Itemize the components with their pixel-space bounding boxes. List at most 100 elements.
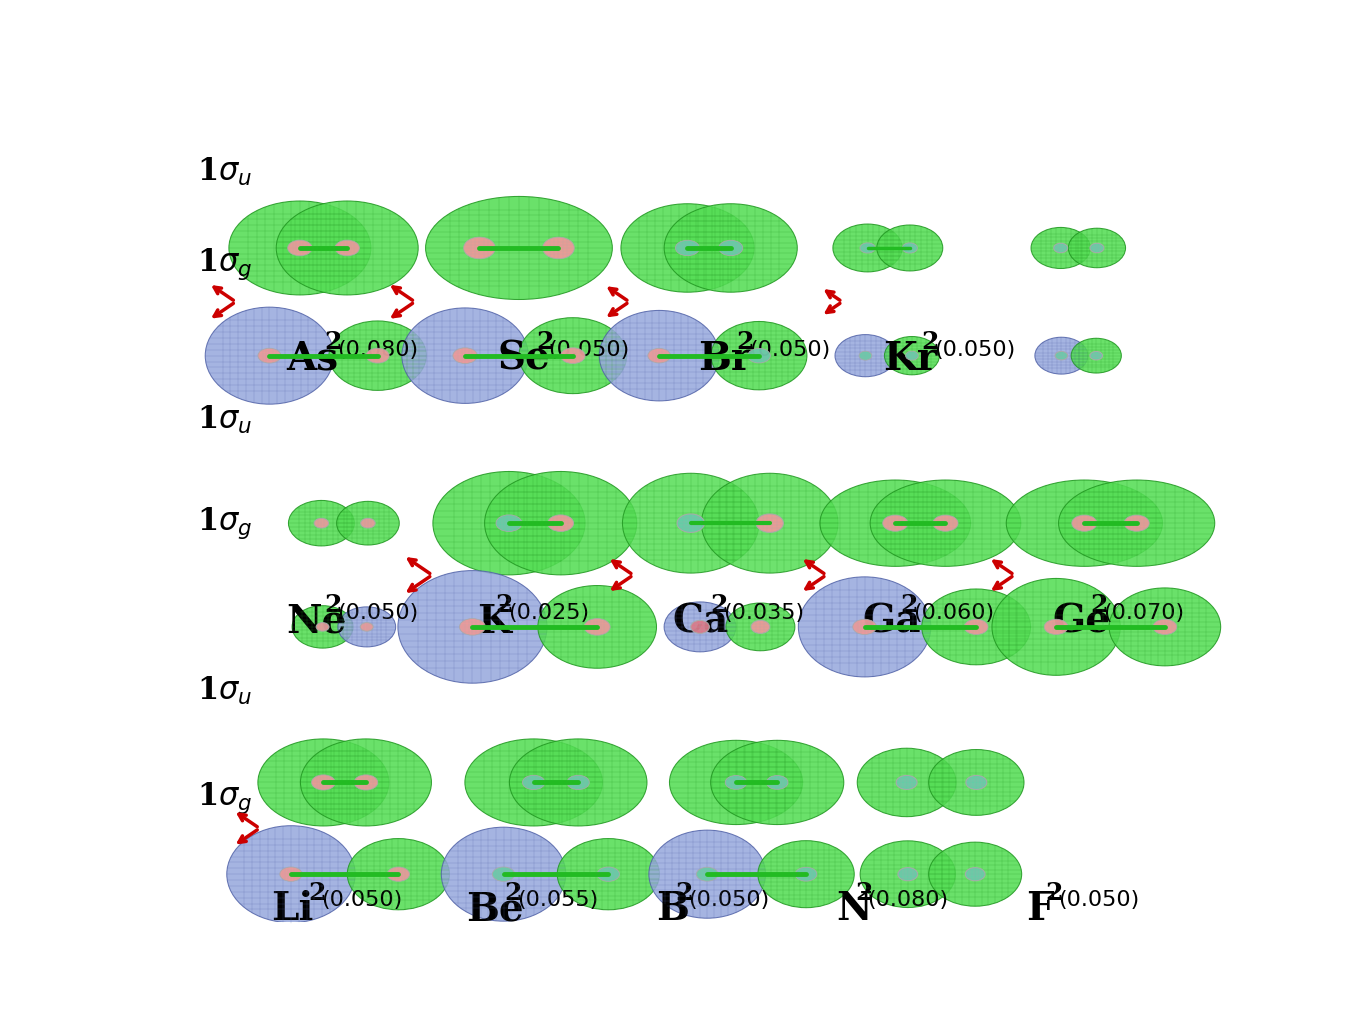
Text: (0.055): (0.055) — [517, 890, 598, 911]
Ellipse shape — [496, 515, 522, 531]
Ellipse shape — [292, 606, 353, 649]
Text: (0.050): (0.050) — [934, 340, 1015, 359]
Ellipse shape — [387, 867, 409, 882]
Text: 2: 2 — [504, 881, 522, 904]
Text: Ge: Ge — [1052, 603, 1111, 641]
Text: 1$\sigma_u$: 1$\sigma_u$ — [196, 156, 252, 189]
Ellipse shape — [898, 867, 917, 881]
Ellipse shape — [928, 842, 1022, 906]
Ellipse shape — [288, 240, 312, 256]
Text: (0.050): (0.050) — [548, 340, 630, 359]
Text: 1$\sigma_u$: 1$\sigma_u$ — [196, 403, 252, 435]
Ellipse shape — [453, 348, 477, 364]
Text: (0.080): (0.080) — [868, 890, 949, 911]
Ellipse shape — [1030, 228, 1090, 268]
Ellipse shape — [748, 348, 770, 363]
Ellipse shape — [367, 348, 388, 363]
Text: (0.025): (0.025) — [508, 603, 590, 623]
Text: 1$\sigma_g$: 1$\sigma_g$ — [196, 246, 252, 282]
Ellipse shape — [485, 471, 637, 575]
Text: Se: Se — [497, 340, 551, 378]
Text: Be: Be — [466, 890, 523, 928]
Ellipse shape — [335, 240, 360, 256]
Text: (0.050): (0.050) — [322, 890, 402, 911]
Ellipse shape — [289, 500, 354, 546]
Text: Kr: Kr — [883, 340, 938, 378]
Ellipse shape — [885, 337, 939, 375]
Text: 2: 2 — [675, 881, 692, 904]
Ellipse shape — [876, 225, 943, 271]
Text: (0.035): (0.035) — [722, 603, 804, 623]
Ellipse shape — [1124, 515, 1149, 531]
Text: Li: Li — [271, 890, 313, 928]
Text: 1$\sigma_u$: 1$\sigma_u$ — [196, 674, 252, 707]
Text: 2: 2 — [536, 330, 553, 354]
Ellipse shape — [337, 501, 399, 545]
Ellipse shape — [799, 577, 931, 677]
Ellipse shape — [538, 585, 657, 668]
Ellipse shape — [758, 840, 855, 908]
Ellipse shape — [557, 838, 660, 910]
Ellipse shape — [992, 578, 1120, 675]
Ellipse shape — [664, 204, 797, 292]
Ellipse shape — [258, 739, 388, 826]
Ellipse shape — [258, 348, 281, 363]
Text: (0.050): (0.050) — [337, 603, 418, 623]
Ellipse shape — [902, 242, 917, 253]
Ellipse shape — [300, 739, 432, 826]
Ellipse shape — [966, 775, 987, 789]
Ellipse shape — [1090, 351, 1103, 359]
Ellipse shape — [1059, 480, 1214, 567]
Ellipse shape — [1035, 338, 1088, 374]
Ellipse shape — [649, 830, 766, 918]
Ellipse shape — [548, 515, 574, 531]
Ellipse shape — [229, 201, 371, 295]
Text: 1$\sigma_g$: 1$\sigma_g$ — [196, 780, 252, 816]
Text: K: K — [477, 603, 511, 641]
Text: 2: 2 — [309, 881, 326, 904]
Text: 2: 2 — [1090, 594, 1108, 617]
Ellipse shape — [965, 867, 985, 881]
Ellipse shape — [964, 620, 988, 634]
Ellipse shape — [833, 224, 902, 271]
Ellipse shape — [677, 514, 705, 533]
Ellipse shape — [622, 204, 754, 292]
Ellipse shape — [1071, 515, 1097, 531]
Text: As: As — [286, 340, 338, 378]
Ellipse shape — [897, 775, 917, 789]
Ellipse shape — [338, 607, 395, 646]
Ellipse shape — [859, 351, 872, 361]
Text: (0.050): (0.050) — [750, 340, 830, 359]
Ellipse shape — [313, 518, 328, 528]
Ellipse shape — [718, 240, 743, 256]
Ellipse shape — [710, 741, 844, 825]
Text: (0.070): (0.070) — [1103, 603, 1184, 623]
Ellipse shape — [542, 237, 574, 259]
Ellipse shape — [463, 237, 495, 259]
Ellipse shape — [567, 775, 589, 789]
Ellipse shape — [348, 838, 450, 910]
Ellipse shape — [361, 518, 375, 528]
Text: B: B — [657, 890, 690, 928]
Ellipse shape — [510, 739, 647, 826]
Text: 2: 2 — [496, 594, 512, 617]
Ellipse shape — [354, 775, 378, 790]
Ellipse shape — [1069, 228, 1126, 267]
Text: 2: 2 — [324, 594, 342, 617]
Ellipse shape — [751, 621, 770, 633]
Text: 2: 2 — [855, 881, 872, 904]
Ellipse shape — [669, 741, 803, 825]
Ellipse shape — [756, 514, 784, 533]
Ellipse shape — [459, 618, 485, 635]
Ellipse shape — [1090, 243, 1104, 253]
Text: N: N — [836, 890, 871, 928]
Text: (0.080): (0.080) — [337, 340, 418, 359]
Text: 2: 2 — [901, 594, 917, 617]
Text: Ne: Ne — [286, 603, 346, 641]
Ellipse shape — [597, 867, 619, 882]
Text: Ca: Ca — [672, 603, 728, 641]
Text: 2: 2 — [736, 330, 754, 354]
Ellipse shape — [853, 620, 876, 634]
Text: 2: 2 — [710, 594, 728, 617]
Ellipse shape — [442, 827, 566, 921]
